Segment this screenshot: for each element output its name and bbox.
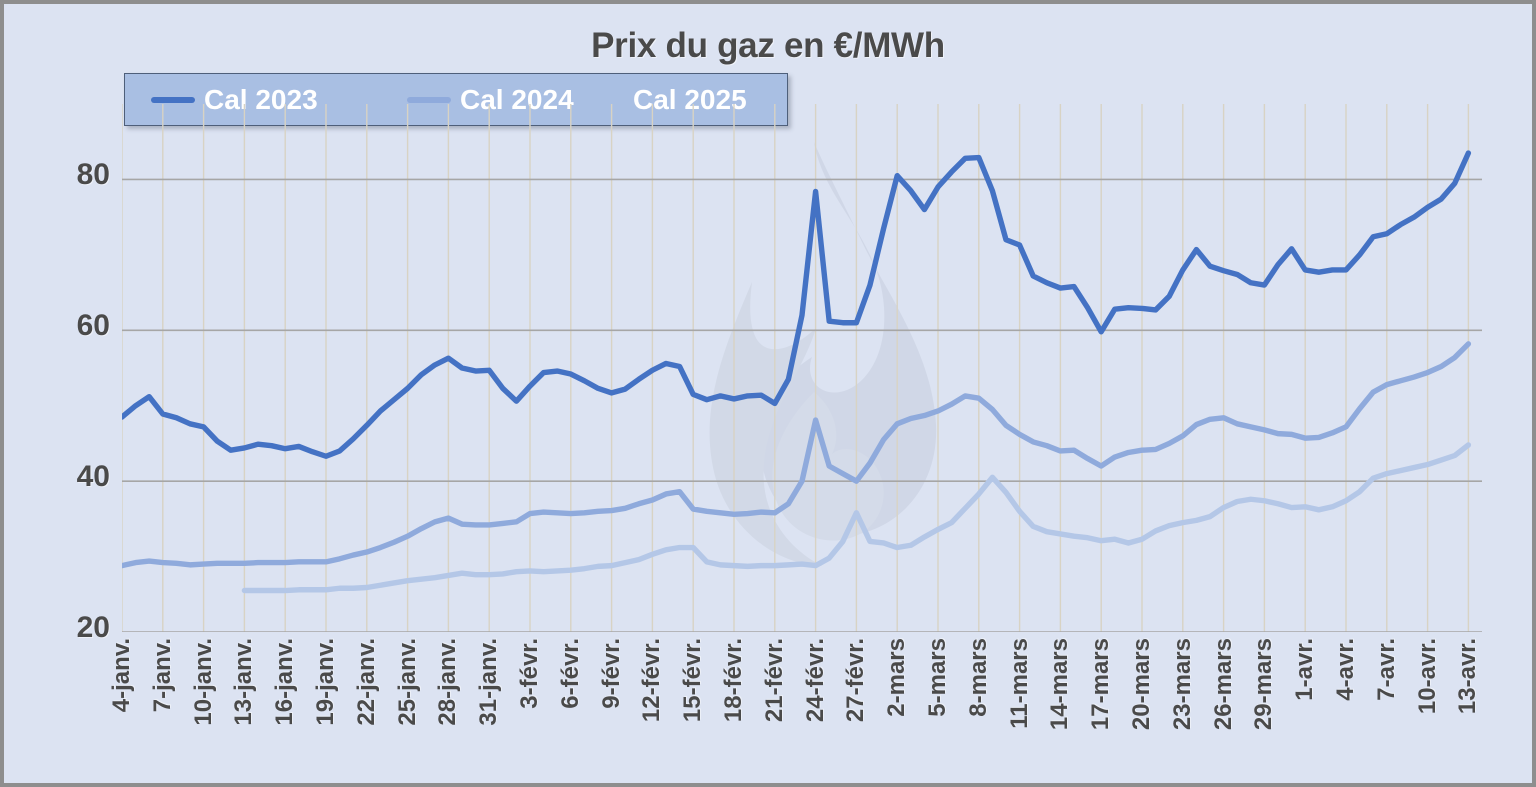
x-axis-tick-label: 16-janv. [271, 638, 299, 726]
x-axis-tick-label: 23-mars [1168, 638, 1196, 731]
x-axis-tick-label: 10-avr. [1413, 638, 1441, 715]
x-axis-tick-label: 22-janv. [352, 638, 380, 726]
x-axis-tick-label: 1-avr. [1291, 638, 1319, 701]
y-axis: 20 40 60 80 [24, 4, 110, 783]
y-axis-tick-label: 40 [76, 460, 110, 494]
plot-svg [122, 104, 1482, 632]
x-axis-tick-label: 27-févr. [842, 638, 870, 723]
x-axis-tick-label: 9-févr. [597, 638, 625, 709]
x-axis-tick-label: 29-mars [1250, 638, 1278, 731]
x-axis-tick-label: 8-mars [964, 638, 992, 717]
legend-label: Cal 2023 [204, 83, 318, 115]
y-axis-tick-label: 60 [76, 309, 110, 343]
x-axis-tick-label: 20-mars [1128, 638, 1155, 731]
x-axis-tick-label: 4-avr. [1332, 638, 1359, 701]
y-axis-tick-label: 20 [76, 611, 110, 644]
x-axis-tick-label: 4-janv. [108, 638, 135, 713]
series-line-cal-2023[interactable] [122, 150, 1472, 459]
x-axis-tick-label: 5-mars [924, 638, 951, 717]
x-axis-tick-label: 26-mars [1209, 638, 1237, 731]
x-axis-tick-label: 3-févr. [516, 638, 543, 709]
x-axis-tick-label: 24-févr. [801, 638, 829, 723]
x-axis-tick-label: 21-févr. [760, 638, 788, 723]
x-axis-tick-label: 2-mars [883, 638, 911, 717]
legend-label: Cal 2024 [460, 83, 574, 115]
chart-legend[interactable]: Cal 2023 Cal 2024 Cal 2025 [124, 73, 788, 126]
x-axis-tick-label: 7-janv. [148, 638, 176, 713]
legend-entry-cal-2023[interactable]: Cal 2023 [151, 84, 318, 116]
x-axis-tick-label: 14-mars [1046, 638, 1074, 731]
x-axis-tick-label: 18-févr. [720, 638, 747, 723]
x-axis-tick-label: 7-avr. [1372, 638, 1400, 701]
x-axis-tick-label: 28-janv. [434, 638, 462, 726]
x-axis-tick-label: 13-janv. [230, 638, 258, 726]
x-axis-tick-label: 13-avr. [1454, 638, 1482, 715]
legend-entry-cal-2024[interactable]: Cal 2024 [407, 84, 574, 116]
x-axis-tick-label: 12-févr. [638, 638, 666, 723]
page-title: Prix du gaz en €/MWh [591, 26, 945, 65]
x-axis-tick-label: 31-janv. [475, 638, 503, 726]
legend-swatch-icon [151, 96, 195, 103]
series-line-cal-2024[interactable] [122, 341, 1472, 569]
x-axis-tick-label: 10-janv. [189, 638, 217, 726]
x-axis-tick-label: 25-janv. [393, 638, 421, 726]
legend-swatch-icon [407, 96, 451, 103]
x-axis: 4-janv. 7-janv. 10-janv. 13-janv. 16-janv. 19… [108, 638, 1482, 783]
x-axis-tick-label: 19-janv. [312, 638, 339, 726]
x-axis-tick-label: 17-mars [1087, 638, 1115, 731]
chart-container: Prix du gaz en €/MWh Cal 2023 Cal 2024 Cal… [4, 4, 1532, 783]
x-axis-tick-label: 15-févr. [679, 638, 707, 723]
x-axis-tick-label: 6-févr. [556, 638, 584, 709]
x-axis-tick-label: 11-mars [1005, 638, 1033, 729]
series-line-cal-2025[interactable] [241, 442, 1472, 594]
plot-area [122, 104, 1482, 632]
y-axis-tick-label: 80 [76, 158, 110, 192]
